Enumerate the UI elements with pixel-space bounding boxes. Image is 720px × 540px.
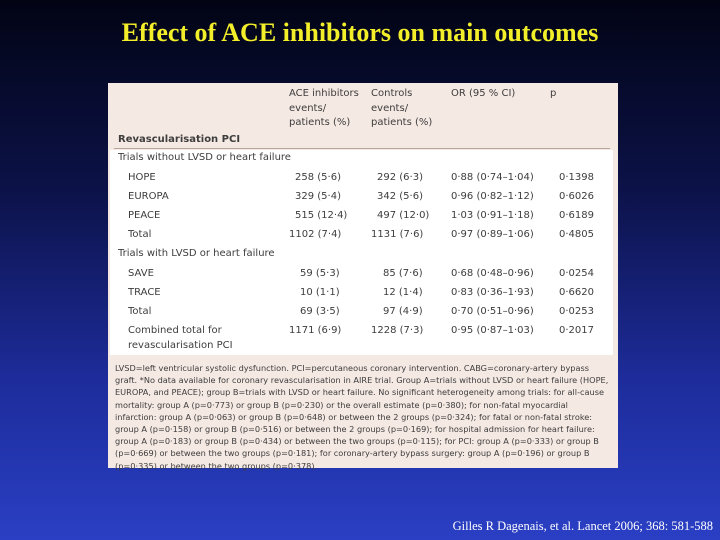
row-total-a-trial: Total [128,229,152,240]
row-total-a-controls: 1131 (7·6) [371,229,424,240]
table-body-band [110,150,613,355]
header-rule [114,148,610,149]
row-total-b-or: 0·70 (0·51–0·96) [451,306,534,317]
header-controls-line1: Controls [371,88,413,99]
table-footnote: LVSD=left ventricular systolic dysfuncti… [115,363,609,471]
row-combined-or: 0·95 (0·87–1·03) [451,325,534,336]
row-total-b-ace: 69 (3·5) [300,306,340,317]
row-europa-controls: 342 (5·6) [377,191,423,202]
row-total-b-p: 0·0253 [559,306,594,317]
row-europa-ace: 329 (5·4) [295,191,341,202]
row-combined-ace: 1171 (6·9) [289,325,342,336]
row-save-trial: SAVE [128,268,154,279]
row-combined-controls: 1228 (7·3) [371,325,424,336]
row-europa-p: 0·6026 [559,191,594,202]
group-b-label: Trials with LVSD or heart failure [118,248,275,259]
row-total-b-controls: 97 (4·9) [383,306,423,317]
group-a-label: Trials without LVSD or heart failure [118,152,291,163]
row-peace-ace: 515 (12·4) [295,210,348,221]
row-hope-ace: 258 (5·6) [295,172,341,183]
row-combined-p: 0·2017 [559,325,594,336]
row-trace-trial: TRACE [128,287,161,298]
row-combined-trial-line2: revascularisation PCI [128,340,233,351]
row-save-ace: 59 (5·3) [300,268,340,279]
row-total-a-ace: 1102 (7·4) [289,229,342,240]
row-europa-or: 0·96 (0·82–1·12) [451,191,534,202]
header-controls-line3: patients (%) [371,117,433,128]
header-ace-line1: ACE inhibitors [289,88,359,99]
header-ace-line2: events/ [289,102,327,114]
row-europa-trial: EUROPA [128,191,169,202]
header-or: OR (95 % CI) [451,88,516,99]
row-trace-or: 0·83 (0·36–1·93) [451,287,534,298]
row-total-a-p: 0·4805 [559,229,594,240]
row-combined-trial-line1: Combined total for [128,325,222,336]
row-hope-trial: HOPE [128,172,156,183]
row-peace-p: 0·6189 [559,210,594,221]
row-save-controls: 85 (7·6) [383,268,423,279]
row-peace-trial: PEACE [128,210,161,221]
slide-title: Effect of ACE inhibitors on main outcome… [121,18,599,47]
row-save-or: 0·68 (0·48–0·96) [451,268,534,279]
row-hope-controls: 292 (6·3) [377,172,423,183]
row-peace-controls: 497 (12·0) [377,210,430,221]
header-ace-line3: patients (%) [289,117,351,128]
header-controls-line2: events/ [371,102,409,114]
row-total-b-trial: Total [128,306,152,317]
row-trace-p: 0·6620 [559,287,594,298]
row-total-a-or: 0·97 (0·89–1·06) [451,229,534,240]
row-trace-controls: 12 (1·4) [383,287,423,298]
citation: Gilles R Dagenais, et al. Lancet 2006; 3… [452,519,713,533]
row-save-p: 0·0254 [559,268,594,279]
row-hope-p: 0·1398 [559,172,594,183]
header-p: p [550,88,557,99]
row-trace-ace: 10 (1·1) [300,287,340,298]
section-title: Revascularisation PCI [118,134,241,145]
row-peace-or: 1·03 (0·91–1·18) [451,210,534,221]
row-hope-or: 0·88 (0·74–1·04) [451,172,534,183]
